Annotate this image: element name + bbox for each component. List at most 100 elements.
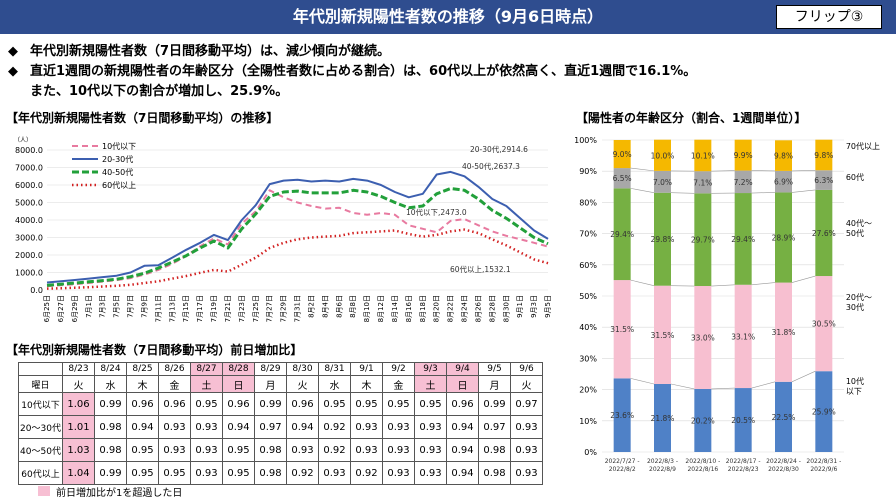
legend-label: 20-30代 (102, 154, 133, 164)
x-tick-label: 7月7日 (127, 295, 135, 318)
ratio-cell: 0.95 (126, 438, 159, 462)
y-tick-label: 2000.0 (15, 251, 43, 260)
y-tick-label: 3000.0 (15, 234, 43, 243)
date-cell: 9/2 (382, 362, 415, 376)
date-cell: 9/3 (414, 362, 447, 376)
date-cell: 8/25 (126, 362, 159, 376)
ratio-cell: 0.94 (446, 438, 479, 462)
y-tick-label: 0.0 (30, 286, 43, 295)
bar-value-label: 30.5% (812, 320, 836, 329)
weekday-cell: 月 (254, 375, 287, 393)
bar-segment (775, 192, 792, 283)
ratio-cell: 0.98 (254, 438, 287, 462)
bar-value-label: 7.2% (734, 178, 753, 187)
bar-segment (694, 388, 712, 452)
ratio-cell: 0.94 (126, 415, 159, 439)
weekday-cell: 金 (382, 375, 415, 393)
ratio-cell: 0.98 (94, 415, 127, 439)
ratio-cell: 0.93 (190, 415, 223, 439)
ratio-cell: 0.96 (222, 392, 255, 416)
connector-line (630, 279, 655, 286)
date-row: 8/23 8/24 8/25 8/26 8/27 8/28 8/29 8/30 8/31 9/1 9… (18, 362, 543, 376)
bar-value-label: 29.7% (691, 236, 715, 245)
connector-line (791, 275, 816, 283)
bar-value-label: 28.9% (772, 234, 796, 243)
ratio-cell: 0.96 (158, 392, 191, 416)
bar-segment (613, 140, 631, 169)
y-tick-label: 5000.0 (15, 199, 43, 208)
weekday-cell: 金 (158, 375, 191, 393)
x-tick-label: 9月5日 (544, 295, 552, 318)
x-tick-label: 7月15日 (182, 295, 190, 322)
x-tick-label: 6月27日 (57, 295, 65, 322)
x-tick-label: 2022/8/30 (768, 466, 799, 473)
ratio-cell: 0.98 (478, 438, 511, 462)
bar-segment (613, 168, 631, 189)
bar-value-label: 9.8% (774, 152, 793, 161)
ratio-cell: 0.97 (510, 392, 543, 416)
side-label: 40代〜 (846, 218, 872, 228)
title-bar: 年代別新規陽性者数の推移（9月6日時点） (0, 0, 896, 34)
bar-segment (654, 139, 671, 171)
legend-label: 40-50代 (102, 167, 133, 177)
y-tick-label: 70% (579, 230, 597, 239)
connector-line (711, 284, 735, 287)
bar-segment (775, 140, 792, 171)
x-tick-label: 2022/8/9 (649, 466, 676, 473)
series-line (46, 228, 549, 290)
y-tick-label: 40% (579, 323, 597, 332)
page-title: 年代別新規陽性者数の推移（9月6日時点） (292, 7, 604, 26)
weekday-cell: 木 (350, 375, 383, 393)
x-tick-label: 2022/7/27 - (605, 458, 640, 465)
row-label: 40〜50代 (18, 438, 63, 462)
connector-line (670, 383, 695, 390)
annotation-label: 60代以上,1532.1 (450, 264, 511, 274)
bar-value-label: 20.2% (691, 416, 715, 425)
x-tick-label: 2022/8/17 - (726, 458, 761, 465)
ratio-cell: 0.93 (414, 415, 447, 439)
diamond-icon: ◆ (8, 44, 18, 59)
bar-segment (613, 378, 631, 452)
x-tick-label: 7月17日 (196, 295, 204, 322)
x-tick-label: 7月25日 (252, 295, 260, 322)
bar-segment (654, 285, 671, 384)
row-label: 60代以上 (18, 461, 63, 485)
bar-segment (694, 286, 712, 389)
x-tick-label: 9月3日 (530, 295, 538, 318)
x-tick-label: 7月19日 (210, 295, 218, 322)
bar-value-label: 29.4% (610, 230, 634, 239)
bar-segment (654, 383, 671, 452)
ratio-cell: 0.98 (94, 438, 127, 462)
bar-value-label: 31.5% (651, 331, 675, 340)
bullet-3-text: また、10代以下の割合が増加し、25.9%。 (30, 84, 289, 99)
ratio-cell: 0.92 (318, 415, 351, 439)
bar-value-label: 10.0% (651, 151, 675, 160)
connector-line (630, 188, 655, 194)
series-line (46, 170, 549, 284)
bar-value-label: 31.8% (772, 328, 796, 337)
ratio-cell: 0.92 (318, 438, 351, 462)
ratio-cell: 0.95 (318, 392, 351, 416)
ratio-cell: 0.96 (286, 392, 319, 416)
legend-text: 前日増加比が1を超過した日 (56, 488, 183, 499)
annotation-label: 10代以下,2473.0 (406, 207, 467, 217)
date-cell: 8/27 (190, 362, 223, 376)
ratio-cell: 0.93 (510, 415, 543, 439)
bar-segment (694, 193, 712, 287)
connector-line (751, 282, 776, 286)
connector-line (711, 170, 735, 172)
x-tick-label: 8月20日 (433, 295, 441, 322)
ratio-cell: 0.95 (190, 392, 223, 416)
x-tick-label: 2022/8/2 (609, 466, 636, 473)
bar-value-label: 23.6% (610, 411, 634, 420)
line-chart: （人） 0.0 1000.0 2000.0 3000.0 4000.0 5000.0 6000… (14, 137, 552, 322)
legend-label: 60代以上 (102, 180, 136, 190)
ratio-cell: 0.97 (254, 415, 287, 439)
bar-value-label: 22.5% (772, 413, 796, 422)
bar-segment (734, 170, 752, 194)
ratio-cell: 0.93 (350, 415, 383, 439)
weekday-cell: 土 (414, 375, 447, 393)
date-cell: 8/23 (62, 362, 95, 376)
y-tick-label: 60% (579, 261, 597, 270)
ratio-cell: 0.95 (126, 461, 159, 485)
